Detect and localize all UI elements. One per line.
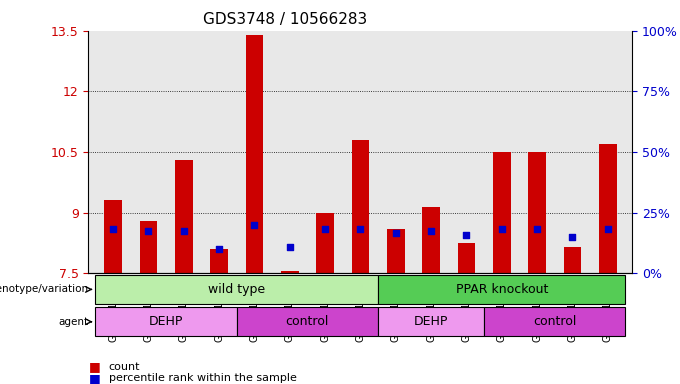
Bar [458, 243, 475, 273]
Point [320, 226, 330, 232]
Point [249, 222, 260, 228]
Point [390, 230, 401, 236]
Bar [564, 247, 581, 273]
Bar [528, 152, 546, 273]
Point [602, 226, 613, 232]
Point [355, 226, 366, 232]
Text: ■: ■ [88, 372, 100, 384]
Bar [352, 140, 369, 273]
Bar [104, 200, 122, 273]
Point [532, 226, 543, 232]
FancyBboxPatch shape [237, 307, 378, 336]
Text: DEHP: DEHP [414, 315, 448, 328]
Text: count: count [109, 362, 140, 372]
FancyBboxPatch shape [484, 307, 626, 336]
Bar [493, 152, 511, 273]
Bar [316, 213, 334, 273]
Text: DEHP: DEHP [149, 315, 184, 328]
Point [567, 234, 578, 240]
Text: PPAR knockout: PPAR knockout [456, 283, 548, 296]
Point [426, 228, 437, 234]
FancyBboxPatch shape [378, 275, 626, 304]
Text: agent: agent [58, 317, 88, 327]
Text: GDS3748 / 10566283: GDS3748 / 10566283 [203, 12, 368, 26]
Text: control: control [286, 315, 329, 328]
Point [178, 228, 189, 234]
Point [284, 244, 295, 250]
Point [214, 246, 224, 252]
Bar [387, 229, 405, 273]
Text: percentile rank within the sample: percentile rank within the sample [109, 373, 296, 383]
Bar [175, 160, 192, 273]
Bar [210, 249, 228, 273]
Text: ■: ■ [88, 360, 100, 373]
Bar [139, 221, 157, 273]
Bar [281, 271, 299, 273]
Point [107, 226, 118, 232]
Point [461, 232, 472, 238]
FancyBboxPatch shape [95, 307, 237, 336]
Point [143, 228, 154, 234]
Bar [599, 144, 617, 273]
Point [496, 226, 507, 232]
Bar [422, 207, 440, 273]
Text: genotype/variation: genotype/variation [0, 285, 88, 295]
Bar [245, 35, 263, 273]
Text: wild type: wild type [208, 283, 265, 296]
FancyBboxPatch shape [95, 275, 378, 304]
FancyBboxPatch shape [378, 307, 484, 336]
Text: control: control [533, 315, 577, 328]
